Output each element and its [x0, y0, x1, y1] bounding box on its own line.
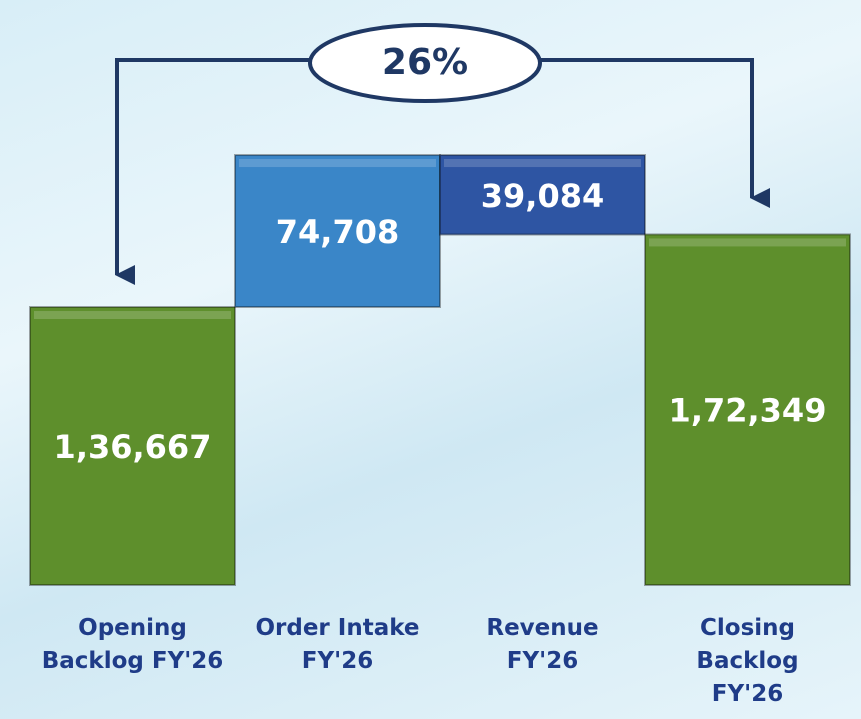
bar	[29, 306, 236, 586]
category-label: Order Intake FY'26	[255, 615, 420, 674]
annotation: 26%	[382, 42, 468, 83]
bar-highlight	[34, 311, 231, 320]
left-connector	[115, 58, 310, 285]
bar	[234, 154, 441, 309]
bar	[644, 233, 851, 587]
category-label: Opening Backlog FY'26	[41, 615, 224, 674]
bar-highlight	[444, 159, 641, 168]
value-label: 74,708	[276, 213, 399, 251]
right-connector	[540, 58, 770, 208]
annotation-ellipse	[308, 23, 542, 103]
bar-highlight	[239, 159, 436, 168]
category-label: Revenue FY'26	[486, 615, 599, 674]
bar	[439, 154, 646, 236]
bar-highlight	[649, 238, 846, 247]
value-label: 1,36,667	[54, 428, 212, 466]
category-label: Closing Backlog FY'26	[696, 615, 799, 707]
value-label: 1,72,349	[669, 392, 827, 430]
value-label: 39,084	[481, 177, 604, 215]
